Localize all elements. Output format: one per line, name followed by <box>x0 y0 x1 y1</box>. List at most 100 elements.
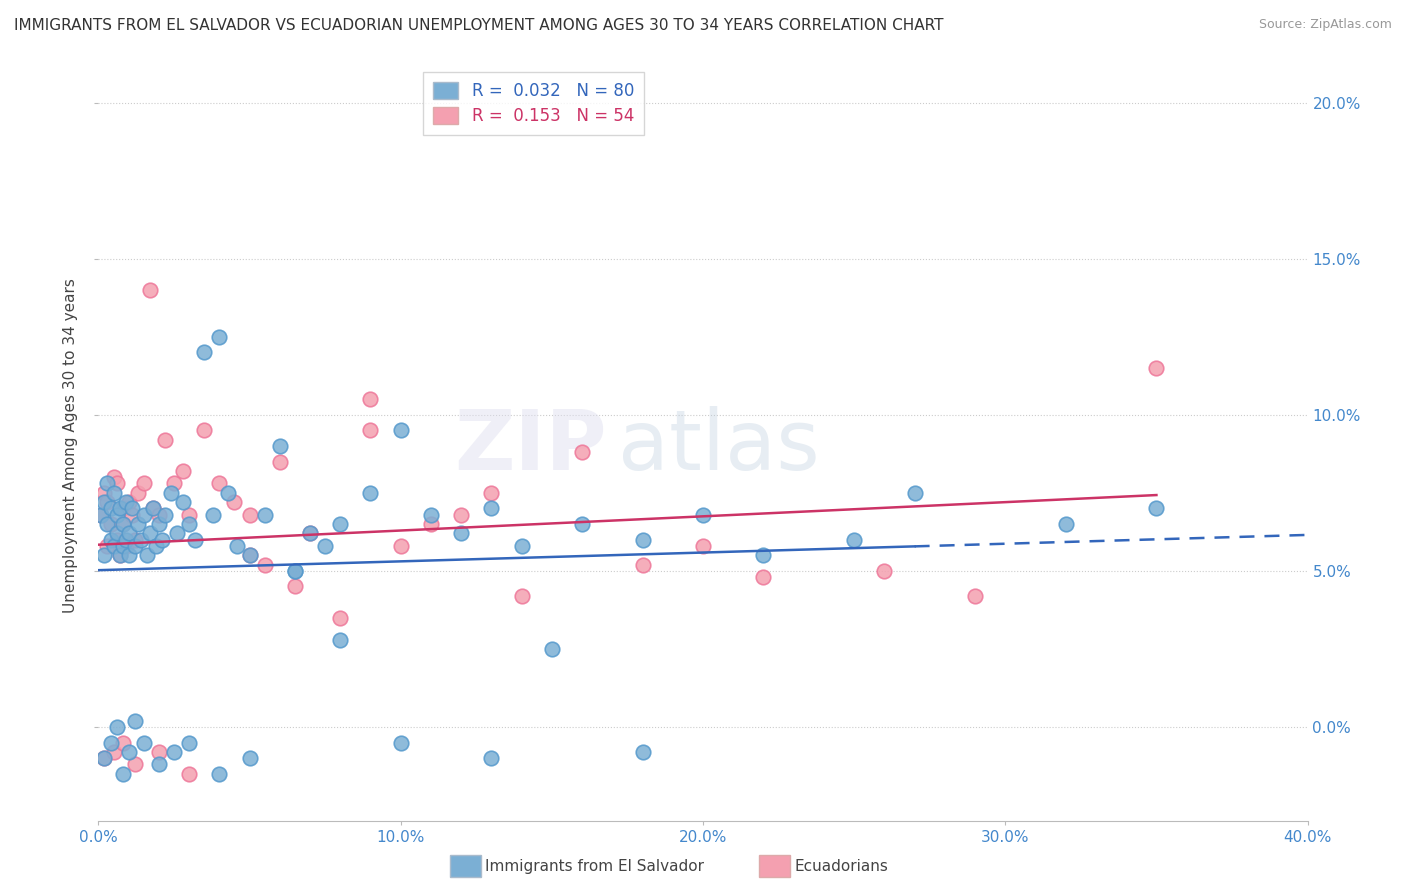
Point <box>193 345 215 359</box>
Point <box>90 508 112 522</box>
Point <box>208 767 231 781</box>
Point <box>148 517 170 532</box>
Text: Source: ZipAtlas.com: Source: ZipAtlas.com <box>1258 18 1392 31</box>
Point <box>420 508 443 522</box>
Point <box>118 548 141 563</box>
Point <box>93 751 115 765</box>
Point <box>284 580 307 594</box>
Point <box>139 283 162 297</box>
Point <box>692 508 714 522</box>
Point <box>389 539 412 553</box>
Point <box>111 517 134 532</box>
Point <box>166 526 188 541</box>
Point <box>163 476 186 491</box>
Point <box>314 539 336 553</box>
Point <box>142 501 165 516</box>
Point <box>111 517 134 532</box>
Point <box>148 745 170 759</box>
Text: IMMIGRANTS FROM EL SALVADOR VS ECUADORIAN UNEMPLOYMENT AMONG AGES 30 TO 34 YEARS: IMMIGRANTS FROM EL SALVADOR VS ECUADORIA… <box>14 18 943 33</box>
Point <box>150 533 173 547</box>
Point <box>1144 501 1167 516</box>
Point <box>179 735 201 749</box>
Point <box>631 745 654 759</box>
Point <box>389 735 412 749</box>
Point <box>121 508 143 522</box>
Point <box>103 745 125 759</box>
Point <box>217 485 239 500</box>
Point <box>160 485 183 500</box>
Point <box>202 508 225 522</box>
Legend: R =  0.032   N = 80, R =  0.153   N = 54: R = 0.032 N = 80, R = 0.153 N = 54 <box>423 72 644 136</box>
Point <box>93 485 115 500</box>
Point <box>873 564 896 578</box>
Point <box>299 526 322 541</box>
Point <box>108 548 131 563</box>
Point <box>132 476 155 491</box>
Point <box>239 508 262 522</box>
Point <box>253 508 276 522</box>
Point <box>450 508 472 522</box>
Point <box>844 533 866 547</box>
Point <box>132 735 155 749</box>
Point <box>631 558 654 572</box>
Point <box>142 501 165 516</box>
Text: atlas: atlas <box>619 406 820 486</box>
Point <box>179 767 201 781</box>
Point <box>108 501 131 516</box>
Text: Ecuadorians: Ecuadorians <box>794 859 889 873</box>
Point <box>111 501 134 516</box>
Point <box>100 517 122 532</box>
Point <box>184 533 207 547</box>
Point <box>111 539 134 553</box>
Point <box>510 589 533 603</box>
Point <box>179 508 201 522</box>
Point <box>193 424 215 438</box>
Point <box>111 735 134 749</box>
Point <box>571 445 593 459</box>
Point <box>389 424 412 438</box>
Point <box>114 533 136 547</box>
Point <box>239 548 262 563</box>
Point <box>360 424 382 438</box>
Point <box>360 392 382 407</box>
Point <box>172 464 194 478</box>
Point <box>118 495 141 509</box>
Point <box>284 564 307 578</box>
Point <box>208 330 231 344</box>
Text: Immigrants from El Salvador: Immigrants from El Salvador <box>485 859 704 873</box>
Point <box>103 485 125 500</box>
Point <box>124 714 146 728</box>
Point <box>631 533 654 547</box>
Point <box>148 757 170 772</box>
Point <box>105 508 128 522</box>
Point <box>450 526 472 541</box>
Point <box>269 455 291 469</box>
Point <box>118 526 141 541</box>
Text: ZIP: ZIP <box>454 406 606 486</box>
Point <box>108 548 131 563</box>
Point <box>253 558 276 572</box>
Point <box>93 548 115 563</box>
Point <box>105 533 128 547</box>
Point <box>239 751 262 765</box>
Point <box>965 589 987 603</box>
Point <box>481 501 503 516</box>
Point <box>103 539 125 553</box>
Point <box>100 735 122 749</box>
Point <box>96 517 118 532</box>
Point <box>226 539 249 553</box>
Point <box>329 632 352 647</box>
Point <box>420 517 443 532</box>
Point <box>284 564 307 578</box>
Point <box>93 495 115 509</box>
Point <box>481 751 503 765</box>
Point <box>105 476 128 491</box>
Point <box>360 485 382 500</box>
Point <box>145 539 167 553</box>
Point <box>103 470 125 484</box>
Point <box>124 533 146 547</box>
Point <box>105 526 128 541</box>
Point <box>111 767 134 781</box>
Point <box>481 485 503 500</box>
Point <box>124 757 146 772</box>
